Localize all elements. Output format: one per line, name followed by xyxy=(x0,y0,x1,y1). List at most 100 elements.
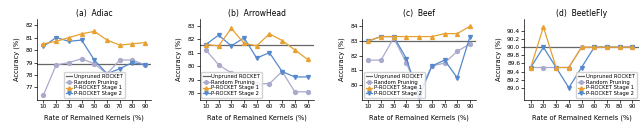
Line: P-ROCKET Stage 1: P-ROCKET Stage 1 xyxy=(204,26,310,61)
Unpruned ROCKET xyxy=(514,46,522,48)
P-ROCKET Stage 2 xyxy=(65,40,73,42)
P-ROCKET Stage 1 xyxy=(616,46,623,48)
Unpruned ROCKET xyxy=(352,40,360,42)
X-axis label: Rate of Remained Kernels (%): Rate of Remained Kernels (%) xyxy=(532,115,632,121)
P-ROCKET Stage 1 xyxy=(278,40,286,41)
Title: (b)  ArrowHead: (b) ArrowHead xyxy=(228,9,285,18)
P-ROCKET Stage 2 xyxy=(578,67,586,68)
P-ROCKET Stage 1 xyxy=(40,43,47,45)
Random Pruning xyxy=(616,46,623,48)
Line: P-ROCKET Stage 2: P-ROCKET Stage 2 xyxy=(366,35,472,99)
Line: Random Pruning: Random Pruning xyxy=(204,48,310,94)
P-ROCKET Stage 1 xyxy=(552,67,560,68)
P-ROCKET Stage 1 xyxy=(304,59,312,60)
Y-axis label: Accuracy (%): Accuracy (%) xyxy=(338,38,345,81)
Random Pruning xyxy=(377,59,385,61)
Random Pruning xyxy=(227,72,235,74)
P-ROCKET Stage 2 xyxy=(466,36,474,37)
Random Pruning xyxy=(202,49,210,51)
Random Pruning xyxy=(141,64,149,66)
P-ROCKET Stage 2 xyxy=(540,46,547,48)
Random Pruning xyxy=(466,43,474,45)
Random Pruning xyxy=(253,83,260,85)
Random Pruning xyxy=(578,46,586,48)
P-ROCKET Stage 1 xyxy=(52,40,60,42)
P-ROCKET Stage 1 xyxy=(403,36,410,37)
P-ROCKET Stage 2 xyxy=(565,87,573,89)
P-ROCKET Stage 1 xyxy=(116,44,124,46)
P-ROCKET Stage 2 xyxy=(453,77,461,79)
P-ROCKET Stage 2 xyxy=(441,59,449,61)
Random Pruning xyxy=(364,59,372,61)
P-ROCKET Stage 1 xyxy=(141,42,149,43)
X-axis label: Rate of Remained Kernels (%): Rate of Remained Kernels (%) xyxy=(207,115,307,121)
X-axis label: Rate of Remained Kernels (%): Rate of Remained Kernels (%) xyxy=(44,115,144,121)
Line: Random Pruning: Random Pruning xyxy=(529,45,634,69)
P-ROCKET Stage 1 xyxy=(591,46,598,48)
Line: P-ROCKET Stage 2: P-ROCKET Stage 2 xyxy=(529,45,634,90)
Random Pruning xyxy=(540,67,547,68)
P-ROCKET Stage 1 xyxy=(428,36,436,37)
P-ROCKET Stage 2 xyxy=(227,45,235,47)
Random Pruning xyxy=(129,59,136,61)
Random Pruning xyxy=(116,59,124,61)
Random Pruning xyxy=(390,37,397,39)
Random Pruning xyxy=(291,91,299,93)
P-ROCKET Stage 1 xyxy=(364,40,372,42)
P-ROCKET Stage 1 xyxy=(415,36,423,37)
P-ROCKET Stage 1 xyxy=(253,45,260,47)
Line: Random Pruning: Random Pruning xyxy=(366,36,472,94)
P-ROCKET Stage 2 xyxy=(278,71,286,72)
P-ROCKET Stage 2 xyxy=(116,68,124,70)
Random Pruning xyxy=(428,65,436,67)
P-ROCKET Stage 2 xyxy=(628,46,636,48)
P-ROCKET Stage 1 xyxy=(202,44,210,45)
Title: (a)  Adiac: (a) Adiac xyxy=(76,9,113,18)
Line: Random Pruning: Random Pruning xyxy=(42,57,147,97)
Random Pruning xyxy=(441,62,449,64)
Legend: Unpruned ROCKET, Random Pruning, P-ROCKET Stage 1, P-ROCKET Stage 2: Unpruned ROCKET, Random Pruning, P-ROCKE… xyxy=(201,72,262,98)
P-ROCKET Stage 2 xyxy=(266,52,273,53)
P-ROCKET Stage 1 xyxy=(129,43,136,45)
P-ROCKET Stage 2 xyxy=(415,96,423,98)
P-ROCKET Stage 2 xyxy=(591,46,598,48)
P-ROCKET Stage 2 xyxy=(52,37,60,38)
P-ROCKET Stage 2 xyxy=(552,67,560,68)
P-ROCKET Stage 1 xyxy=(628,46,636,48)
P-ROCKET Stage 2 xyxy=(390,36,397,37)
Legend: Unpruned ROCKET, Random Pruning, P-ROCKET Stage 1, P-ROCKET Stage 2: Unpruned ROCKET, Random Pruning, P-ROCKE… xyxy=(64,72,125,98)
P-ROCKET Stage 1 xyxy=(441,33,449,34)
Random Pruning xyxy=(103,73,111,75)
P-ROCKET Stage 2 xyxy=(40,45,47,47)
P-ROCKET Stage 1 xyxy=(453,33,461,34)
P-ROCKET Stage 2 xyxy=(364,40,372,42)
P-ROCKET Stage 2 xyxy=(377,36,385,37)
Legend: Unpruned ROCKET, Random Pruning, P-ROCKET Stage 1, P-ROCKET Stage 2: Unpruned ROCKET, Random Pruning, P-ROCKE… xyxy=(364,72,425,98)
Random Pruning xyxy=(266,83,273,85)
P-ROCKET Stage 2 xyxy=(603,46,611,48)
Unpruned ROCKET xyxy=(515,46,523,48)
Unpruned ROCKET xyxy=(28,63,36,65)
P-ROCKET Stage 1 xyxy=(240,42,248,44)
Line: P-ROCKET Stage 2: P-ROCKET Stage 2 xyxy=(204,33,310,79)
P-ROCKET Stage 1 xyxy=(603,46,611,48)
P-ROCKET Stage 2 xyxy=(616,46,623,48)
P-ROCKET Stage 1 xyxy=(65,37,73,38)
P-ROCKET Stage 2 xyxy=(527,67,534,68)
P-ROCKET Stage 1 xyxy=(565,67,573,68)
Y-axis label: Accuracy (%): Accuracy (%) xyxy=(176,38,182,81)
Random Pruning xyxy=(90,63,98,65)
P-ROCKET Stage 2 xyxy=(77,39,85,41)
P-ROCKET Stage 1 xyxy=(103,39,111,41)
P-ROCKET Stage 2 xyxy=(141,64,149,66)
P-ROCKET Stage 1 xyxy=(77,33,85,35)
P-ROCKET Stage 2 xyxy=(90,59,98,61)
Random Pruning xyxy=(527,67,534,68)
P-ROCKET Stage 1 xyxy=(527,67,534,68)
Random Pruning xyxy=(415,92,423,93)
P-ROCKET Stage 2 xyxy=(304,76,312,78)
Random Pruning xyxy=(240,75,248,76)
P-ROCKET Stage 2 xyxy=(103,73,111,75)
P-ROCKET Stage 2 xyxy=(240,37,248,39)
Random Pruning xyxy=(65,62,73,63)
